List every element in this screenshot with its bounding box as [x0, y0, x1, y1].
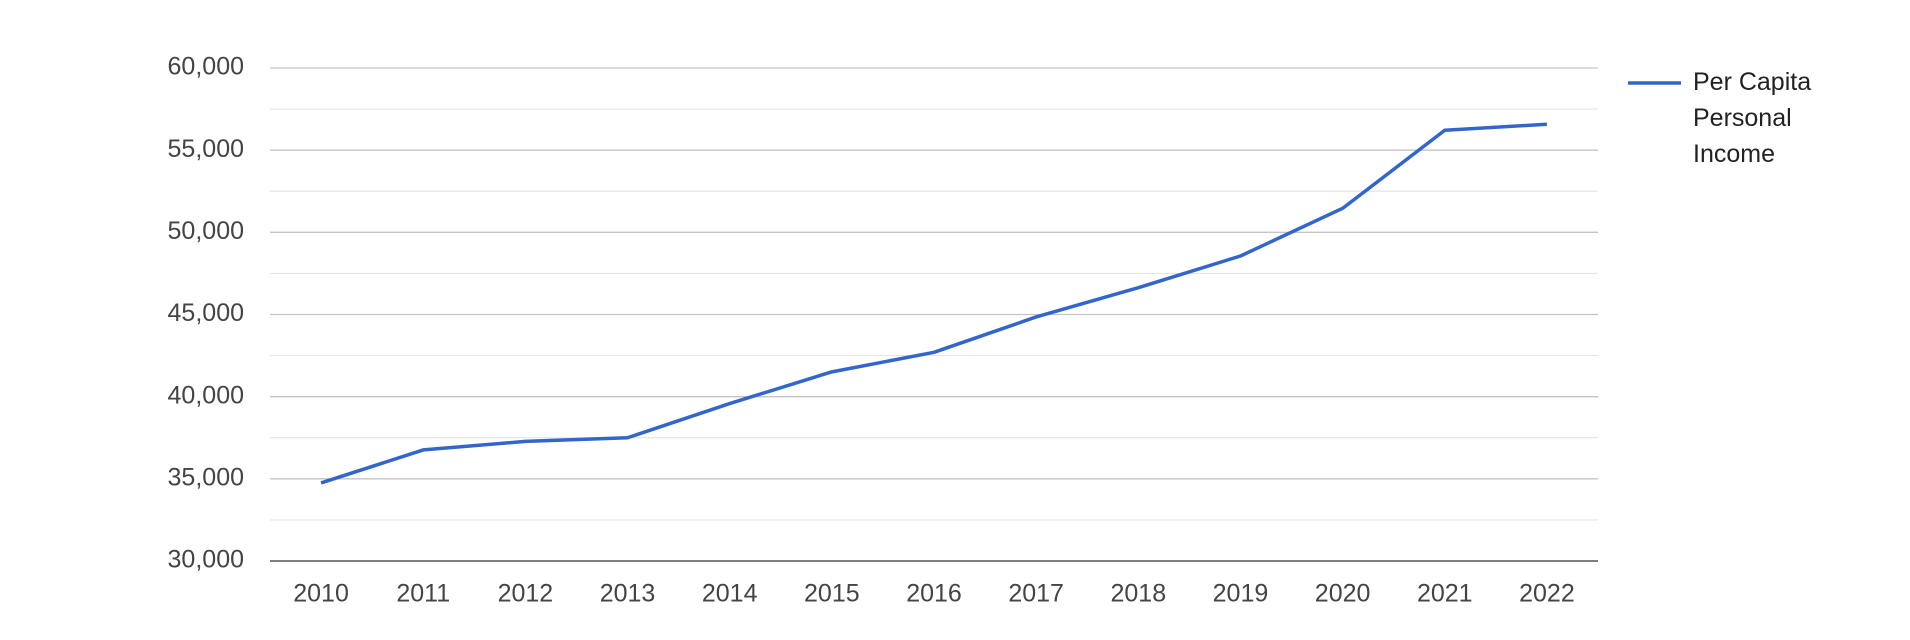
x-tick-label: 2011 — [396, 580, 450, 608]
x-tick-label: 2012 — [498, 580, 554, 608]
y-tick-label: 30,000 — [168, 546, 244, 574]
y-tick-label: 40,000 — [168, 381, 244, 409]
x-tick-label: 2019 — [1213, 580, 1269, 608]
y-tick-label: 35,000 — [168, 463, 244, 491]
x-tick-label: 2016 — [906, 580, 962, 608]
x-tick-label: 2013 — [600, 580, 656, 608]
y-tick-label: 60,000 — [168, 53, 244, 81]
x-tick-label: 2018 — [1110, 580, 1166, 608]
legend-label: Per Capita Personal Income — [1693, 68, 1812, 168]
y-tick-label: 50,000 — [168, 217, 244, 245]
x-tick-label: 2021 — [1417, 580, 1473, 608]
x-tick-label: 2014 — [702, 580, 758, 608]
x-tick-label: 2022 — [1519, 580, 1575, 608]
y-tick-label: 45,000 — [168, 299, 244, 327]
x-tick-label: 2015 — [804, 580, 860, 608]
y-tick-label: 55,000 — [168, 135, 244, 163]
x-tick-label: 2020 — [1315, 580, 1371, 608]
data-line — [320, 122, 1548, 485]
x-tick-label: 2010 — [293, 580, 349, 608]
x-tick-label: 2017 — [1008, 580, 1064, 608]
